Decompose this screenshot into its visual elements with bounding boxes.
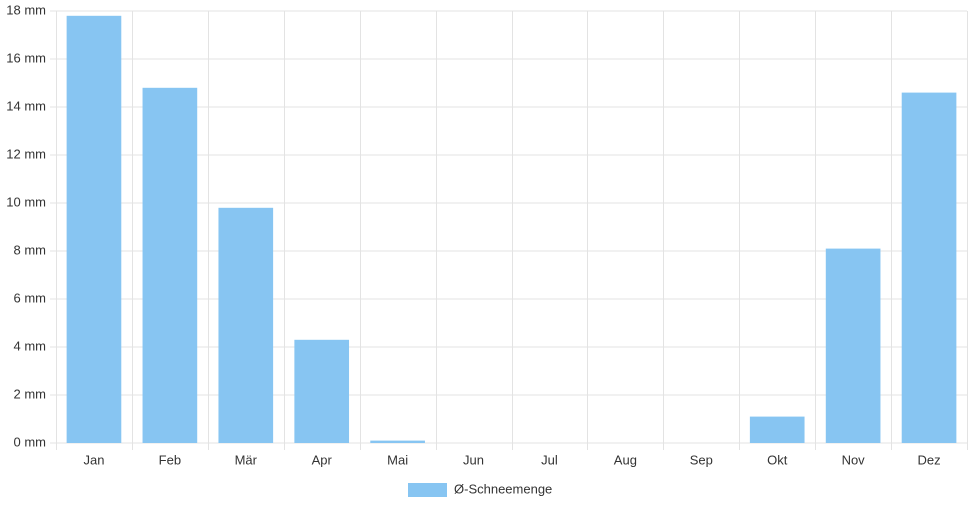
- bar: [370, 440, 425, 443]
- x-tick-label: Mär: [235, 452, 258, 467]
- x-tick-label: Jul: [541, 452, 558, 467]
- x-tick-label: Jun: [463, 452, 484, 467]
- x-tick-label: Okt: [767, 452, 788, 467]
- y-tick-label: 16 mm: [6, 50, 46, 65]
- y-tick-label: 0 mm: [14, 434, 47, 449]
- x-tick-label: Nov: [842, 452, 866, 467]
- y-tick-label: 2 mm: [14, 386, 47, 401]
- y-tick-label: 12 mm: [6, 146, 46, 161]
- legend-swatch: [408, 483, 447, 497]
- x-tick-label: Dez: [917, 452, 940, 467]
- x-tick-label: Apr: [312, 452, 333, 467]
- bar: [66, 15, 122, 444]
- x-tick-label: Aug: [614, 452, 637, 467]
- x-tick-label: Feb: [159, 452, 181, 467]
- bar: [749, 416, 805, 443]
- y-tick-label: 6 mm: [14, 290, 47, 305]
- y-tick-label: 10 mm: [6, 194, 46, 209]
- bar: [294, 339, 350, 443]
- y-tick-label: 4 mm: [14, 338, 47, 353]
- y-tick-label: 18 mm: [6, 2, 46, 17]
- x-tick-label: Mai: [387, 452, 408, 467]
- legend-label: Ø-Schneemenge: [454, 481, 552, 496]
- bar: [142, 87, 198, 444]
- bar: [901, 92, 957, 443]
- bar: [218, 207, 274, 443]
- bar: [825, 248, 881, 443]
- x-tick-label: Jan: [83, 452, 104, 467]
- x-tick-label: Sep: [690, 452, 713, 467]
- y-tick-label: 8 mm: [14, 242, 47, 257]
- y-tick-label: 14 mm: [6, 98, 46, 113]
